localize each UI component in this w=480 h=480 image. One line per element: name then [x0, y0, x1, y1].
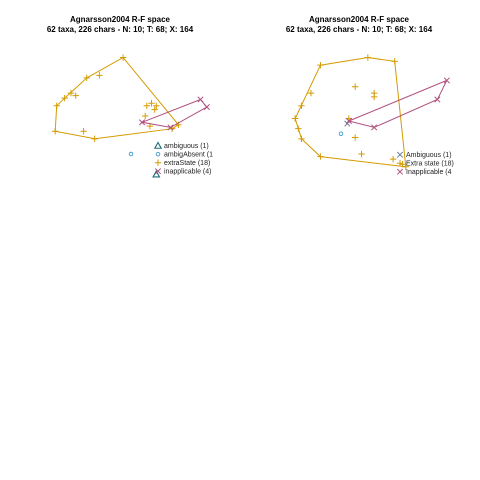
right-point-extra-state-18-5 — [298, 135, 305, 143]
right-chart-legend: Ambiguous (1) Extra state (18)Inapplicabl… — [396, 151, 454, 176]
right-legend-marker-ambiguous-1 — [396, 151, 404, 158]
right-legend-label-extra-state-18: Extra state (18) — [406, 161, 454, 168]
right-point-extra-state-18-1 — [307, 89, 315, 97]
left-point-inapplicable-4-3 — [167, 124, 174, 131]
right-chart-subtitle: 62 taxa, 226 chars - N: 10; T: 68; X: 16… — [286, 25, 433, 34]
right-legend-label-ambiguous-1: Ambiguous (1) — [406, 152, 452, 159]
right-point-extra-state-18-6 — [317, 153, 324, 160]
right-point-extra-state-18-12 — [352, 134, 359, 141]
right-point-extra-state-18-7 — [364, 54, 372, 61]
right-legend-marker-extra-state-18 — [396, 160, 404, 167]
right-hull-extra-state-18 — [294, 56, 407, 168]
left-point-extrastate-18-10 — [151, 106, 158, 113]
left-hull-extrastate-18 — [54, 56, 180, 140]
right-point-extra-state-18-3 — [291, 115, 299, 122]
left-legend-label-ambigabsent-1: ambigAbsent (1 — [164, 152, 213, 159]
left-point-extrastate-18-8 — [143, 102, 150, 109]
left-legend-label-inapplicable-4: inapplicable (4) — [164, 169, 211, 176]
right-point-extra-state-18-17 — [391, 58, 398, 65]
left-legend-marker-inapplicable-4 — [154, 168, 162, 175]
left-point-extrastate-18-6 — [96, 72, 103, 79]
left-point-extrastate-18-2 — [72, 92, 79, 99]
left-point-extrastate-18-5 — [83, 74, 90, 82]
right-chart-title: Agnarsson2004 R-F space — [309, 15, 410, 24]
left-point-extrastate-18-1 — [67, 89, 75, 97]
left-chart-marks — [51, 54, 210, 178]
left-point-extrastate-18-15 — [91, 135, 98, 143]
left-point-extrastate-18-12 — [142, 112, 149, 120]
right-point-extra-state-18-0 — [317, 61, 324, 69]
right-point-extra-state-18-14 — [389, 155, 397, 163]
right-point-extra-state-18-10 — [352, 83, 359, 90]
left-point-inapplicable-4-1 — [203, 103, 210, 111]
right-point-extra-state-18-2 — [298, 102, 305, 109]
left-chart: Agnarsson2004 R-F space 62 taxa, 226 cha… — [47, 15, 213, 178]
right-point-inapplicable-4-2 — [345, 117, 352, 125]
right-legend-label-inapplicable-4: Inapplicable (4 — [406, 169, 452, 176]
left-point-ambiguous-1-0 — [152, 170, 161, 178]
left-point-extrastate-18-3 — [53, 102, 60, 109]
right-point-inapplicable-4-3 — [371, 124, 378, 131]
left-point-extrastate-18-7 — [119, 54, 127, 61]
left-chart-title: Agnarsson2004 R-F space — [70, 15, 171, 24]
left-legend-marker-ambiguous-1 — [153, 141, 163, 149]
left-point-inapplicable-4-0 — [197, 96, 204, 103]
right-point-extra-state-18-16 — [402, 163, 409, 170]
right-point-inapplicable-4-0 — [443, 77, 450, 84]
left-point-extrastate-18-9 — [148, 100, 155, 107]
left-legend-marker-extrastate-18 — [154, 159, 162, 166]
left-legend-label-extrastate-18: extraState (18) — [164, 160, 210, 167]
left-point-ambigabsent-1-0 — [128, 151, 134, 157]
right-point-extra-state-18-9 — [370, 93, 378, 101]
left-point-extrastate-18-0 — [61, 94, 68, 102]
right-point-inapplicable-4-1 — [434, 96, 441, 103]
right-legend-marker-inapplicable-4 — [396, 168, 404, 175]
right-point-unnamed-0 — [338, 131, 344, 136]
left-legend-label-ambiguous-1: ambiguous (1) — [164, 143, 209, 150]
left-point-extrastate-18-11 — [153, 102, 160, 109]
right-chart: Agnarsson2004 R-F space 62 taxa, 226 cha… — [286, 15, 454, 176]
left-point-extrastate-18-4 — [51, 128, 59, 135]
left-chart-subtitle: 62 taxa, 226 chars - N: 10; T: 68; X: 16… — [47, 25, 194, 34]
right-chart-marks — [291, 54, 450, 170]
left-legend-marker-ambigabsent-1 — [155, 151, 161, 157]
left-point-inapplicable-4-2 — [138, 119, 146, 126]
left-point-extrastate-18-14 — [80, 128, 87, 135]
right-point-extra-state-18-4 — [295, 125, 302, 132]
right-point-extra-state-18-13 — [358, 150, 365, 158]
